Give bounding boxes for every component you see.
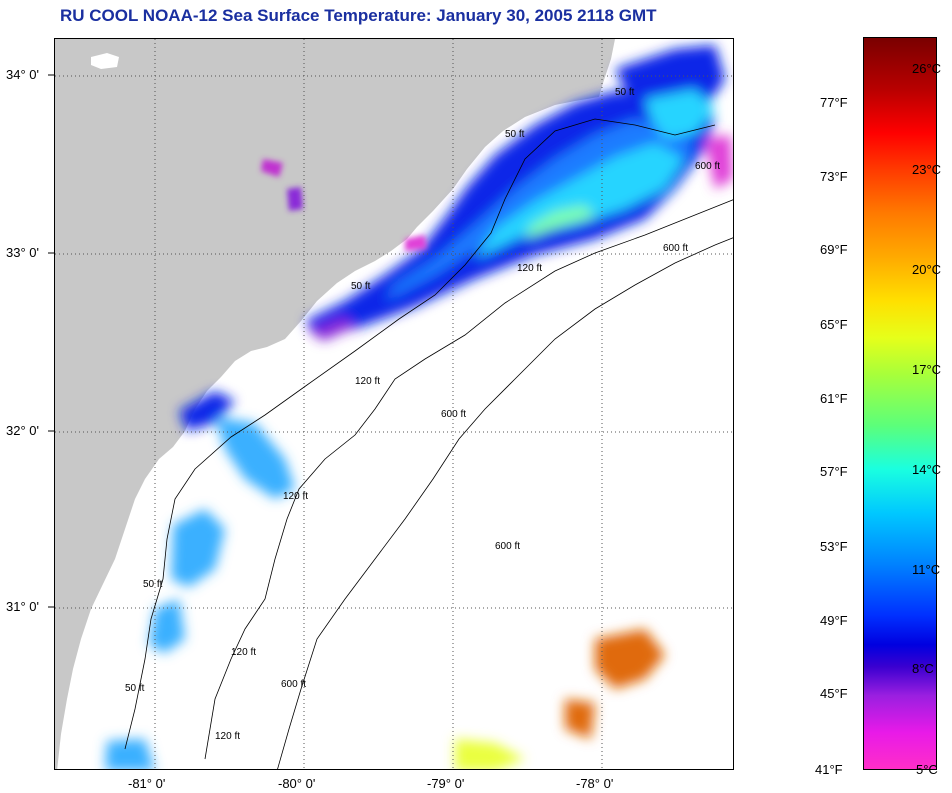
colorbar-label-c: 26°C: [912, 61, 942, 76]
isobath-label: 600 ft: [281, 679, 306, 690]
lat-label-32: 32° 0': [6, 423, 39, 438]
colorbar-label-f: 53°F: [820, 539, 848, 554]
colorbar-label-c: 5°C: [916, 762, 938, 777]
colorbar-label-c: 20°C: [912, 262, 942, 277]
isobaths: [124, 118, 733, 769]
colorbar-label-c: 8°C: [912, 661, 934, 676]
isobath-label: 120 ft: [231, 647, 256, 658]
isobath-label: 120 ft: [517, 263, 542, 274]
colorbar-label-f: 61°F: [820, 391, 848, 406]
colorbar-label-c: 11°C: [912, 562, 941, 577]
isobath-label: 600 ft: [441, 409, 466, 420]
colorbar-label-c: 17°C: [912, 362, 942, 377]
isobath-label: 50 ft: [615, 87, 635, 98]
colorbar-label-f: 45°F: [820, 686, 848, 701]
isobath-600ft: [277, 237, 733, 769]
colorbar-label-f: 57°F: [820, 464, 848, 479]
isobath-120ft: [204, 199, 733, 760]
isobath-label: 50 ft: [125, 683, 145, 694]
isobath-50ft: [124, 118, 716, 750]
isobath-label: 600 ft: [495, 541, 520, 552]
lon-label-78: -78° 0': [576, 776, 614, 791]
colorbar-label-f: 77°F: [820, 95, 848, 110]
isobath-label-group: 50 ft 50 ft 50 ft 50 ft 50 ft 120 ft 120…: [125, 87, 720, 742]
lon-label-79: -79° 0': [427, 776, 465, 791]
lat-label-31: 31° 0': [6, 599, 39, 614]
colorbar-label-f: 73°F: [820, 169, 848, 184]
lat-label-33: 33° 0': [6, 245, 39, 260]
colorbar-label-f: 69°F: [820, 242, 848, 257]
isobath-label: 50 ft: [505, 129, 525, 140]
graticule: [55, 39, 733, 769]
isobath-label: 120 ft: [215, 731, 240, 742]
isobath-label: 120 ft: [283, 491, 308, 502]
y-axis-ticks: [48, 74, 54, 608]
isobath-label: 600 ft: [695, 161, 720, 172]
colorbar-label-f: 41°F: [815, 762, 843, 777]
colorbar-label-f: 65°F: [820, 317, 848, 332]
colorbar-label-c: 23°C: [912, 162, 942, 177]
isobath-label: 120 ft: [355, 376, 380, 387]
lon-label-80: -80° 0': [278, 776, 316, 791]
sst-field: [105, 45, 733, 769]
temperature-colorbar: [863, 37, 937, 770]
isobath-label: 50 ft: [351, 281, 371, 292]
colorbar-label-f: 49°F: [820, 613, 848, 628]
land-mass: [55, 39, 615, 769]
sst-map[interactable]: 50 ft 50 ft 50 ft 50 ft 50 ft 120 ft 120…: [54, 38, 734, 770]
isobath-label: 50 ft: [143, 579, 163, 590]
sst-map-canvas: 50 ft 50 ft 50 ft 50 ft 50 ft 120 ft 120…: [55, 39, 733, 769]
colorbar-label-c: 14°C: [912, 462, 942, 477]
map-title: RU COOL NOAA-12 Sea Surface Temperature:…: [60, 6, 657, 25]
lat-label-34: 34° 0': [6, 67, 39, 82]
lon-label-81: -81° 0': [128, 776, 166, 791]
sst-small-patches: [261, 159, 427, 251]
isobath-label: 600 ft: [663, 243, 688, 254]
land-cloud-patch: [91, 53, 119, 69]
